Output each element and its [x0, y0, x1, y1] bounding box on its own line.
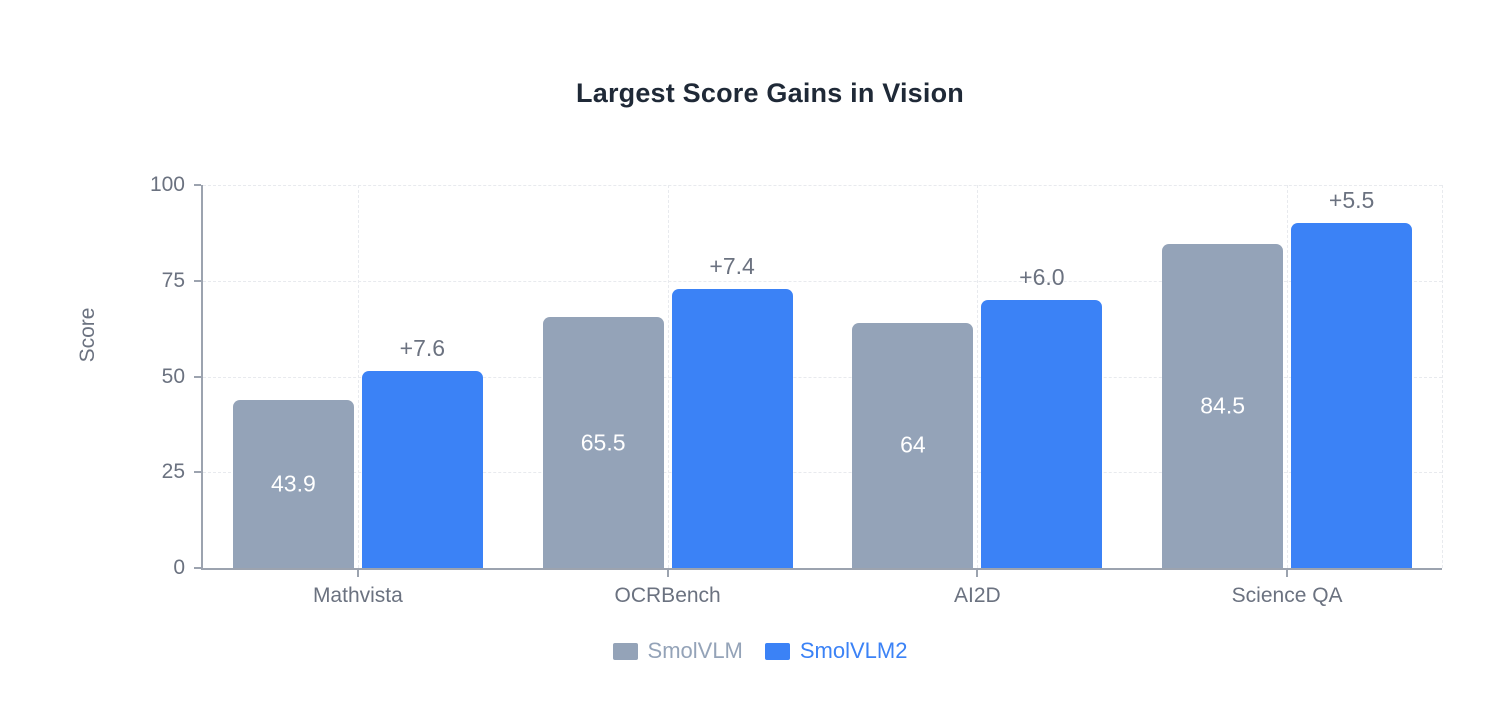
bar-group-science-qa: 84.5 +5.5 [1132, 185, 1442, 568]
y-tick-label-0: 0 [173, 556, 185, 579]
legend-label-smolvlm: SmolVLM [647, 638, 743, 663]
h-gridline-25 [203, 472, 1442, 474]
bar-smolvlm-ocrbench: 65.5 [542, 317, 664, 568]
bar-gain-label-ocrbench: +7.4 [709, 252, 755, 279]
bar-smolvlm2-ocrbench: +7.4 [671, 253, 793, 568]
bar-group-ocrbench: 65.5 +7.4 [513, 185, 823, 568]
y-tick-label-50: 50 [161, 364, 185, 388]
bar-smolvlm2-science-qa: +5.5 [1291, 187, 1413, 568]
bar-value-label-ocrbench: 65.5 [580, 429, 626, 456]
bar-value-label-ai2d: 64 [900, 431, 926, 458]
legend-item-smolvlm: SmolVLM [612, 638, 743, 664]
y-tick-75 [194, 279, 201, 282]
y-axis-title: Score [76, 307, 99, 363]
h-gridline-50 [203, 376, 1442, 378]
x-tick-label-ai2d: AI2D [954, 584, 1001, 607]
y-tick-0 [194, 567, 201, 569]
legend-item-smolvlm2: SmolVLM2 [764, 638, 908, 664]
bar-group-mathvista: 43.9 +7.6 [203, 185, 513, 568]
h-gridline-100 [203, 185, 1442, 186]
legend: SmolVLM SmolVLM2 [0, 634, 1500, 668]
x-tick-label-mathvista: Mathvista [312, 584, 403, 607]
legend-swatch-smolvlm2 [764, 642, 790, 660]
bar-value-label-science-qa: 84.5 [1200, 392, 1246, 419]
legend-swatch-smolvlm [612, 642, 638, 660]
x-tick-mathvista [356, 570, 359, 577]
y-tick-100 [194, 184, 201, 186]
chart-title: Largest Score Gains in Vision [576, 78, 964, 108]
x-tick-label-science-qa: Science QA [1231, 584, 1343, 607]
bar-smolvlm2-ai2d: +6.0 [981, 264, 1103, 568]
legend-label-smolvlm2: SmolVLM2 [799, 638, 908, 663]
bar-gain-label-science-qa: +5.5 [1328, 187, 1375, 214]
bar-smolvlm2-mathvista: +7.6 [361, 335, 483, 568]
bar-gain-label-mathvista: +7.6 [399, 334, 446, 361]
v-gridline-right-edge [1442, 185, 1443, 568]
h-gridline-75 [203, 280, 1442, 282]
v-gridline-ai2d [977, 185, 979, 568]
x-tick-ocrbench [666, 570, 669, 577]
x-tick-label-ocrbench: OCRBench [614, 584, 721, 607]
bar-gain-label-ai2d: +6.0 [1019, 263, 1065, 290]
bar-smolvlm-science-qa: 84.5 [1162, 244, 1284, 568]
x-tick-science-qa [1286, 570, 1289, 577]
v-gridline-mathvista [357, 185, 359, 568]
bar-smolvlm-mathvista: 43.9 [232, 399, 354, 568]
y-tick-50 [194, 375, 201, 378]
bar-smolvlm-ai2d: 64 [852, 322, 974, 568]
bar-value-label-mathvista: 43.9 [270, 470, 316, 497]
v-gridline-science-qa [1287, 185, 1289, 568]
x-tick-ai2d [976, 570, 979, 577]
y-tick-25 [194, 471, 201, 474]
y-tick-label-75: 75 [161, 268, 185, 292]
y-tick-label-25: 25 [161, 460, 185, 484]
plot-area: 0 25 50 75 100 43.9 +7.6 Mathvista 65.5 +7.4 OCRBe… [150, 173, 1443, 607]
y-tick-label-100: 100 [149, 173, 185, 196]
v-gridline-ocrbench [667, 185, 669, 568]
bar-group-ai2d: 64 +6.0 [823, 185, 1133, 568]
